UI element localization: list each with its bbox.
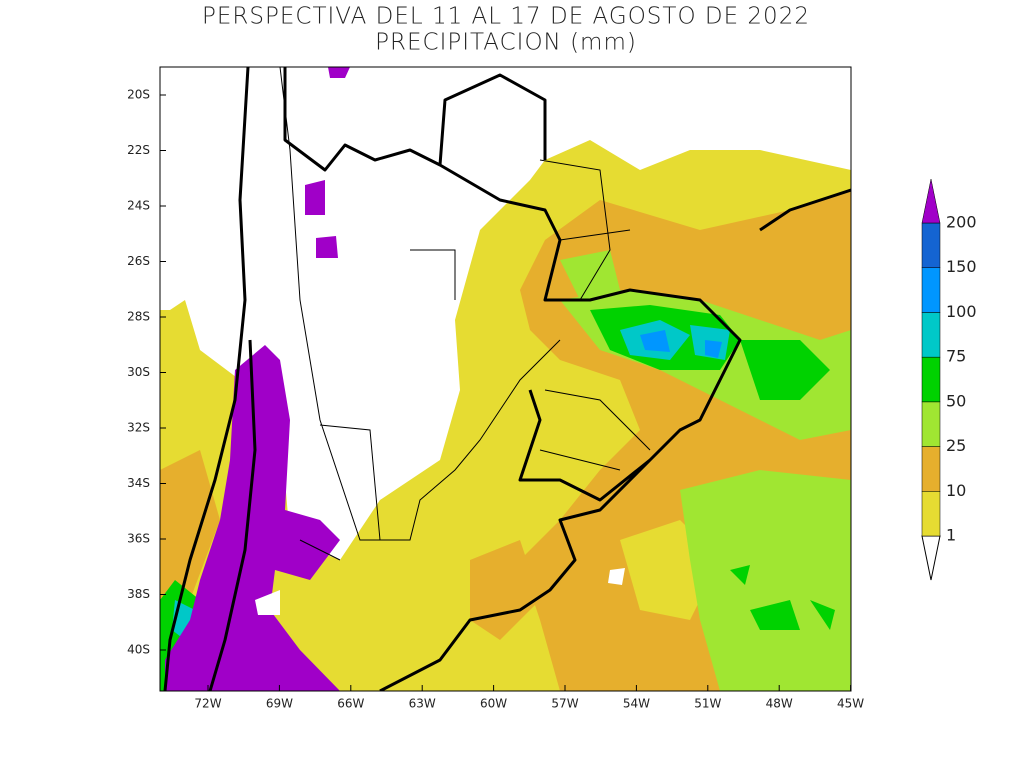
lat-label: 22S	[127, 143, 150, 157]
legend-above-arrow	[921, 178, 941, 224]
legend-label: 75	[946, 347, 966, 366]
legend-swatch	[921, 401, 941, 447]
legend-swatch	[921, 491, 941, 537]
lon-label: 66W	[337, 697, 364, 711]
title: PERSPECTIVA DEL 11 AL 17 DE AGOSTO DE 20…	[202, 4, 810, 30]
lon-label: 60W	[480, 697, 507, 711]
lat-label: 26S	[127, 254, 150, 268]
legend-label: 100	[946, 302, 977, 321]
lon-label: 63W	[409, 697, 436, 711]
lon-label: 48W	[766, 697, 793, 711]
legend-below-arrow	[921, 535, 941, 581]
legend-swatch	[921, 356, 941, 403]
legend-label: 150	[946, 257, 977, 276]
legend-label: 25	[946, 436, 966, 455]
lon-label: 72W	[194, 697, 221, 711]
legend-label: 10	[946, 481, 966, 500]
lat-label: 20S	[127, 88, 150, 102]
lat-label: 32S	[127, 421, 150, 435]
lat-label: 24S	[127, 199, 150, 213]
legend	[921, 535, 941, 581]
lon-label: 54W	[623, 697, 650, 711]
lon-label: 57W	[551, 697, 578, 711]
map-frame	[159, 66, 852, 692]
subtitle: PRECIPITACION (mm)	[375, 30, 637, 56]
legend-swatch	[921, 446, 941, 492]
legend-label: 200	[946, 213, 977, 232]
lon-label: 45W	[837, 697, 864, 711]
legend-swatch	[921, 267, 941, 313]
lon-label: 69W	[266, 697, 293, 711]
lat-label: 38S	[127, 587, 150, 601]
lon-label: 51W	[694, 697, 721, 711]
lat-label: 40S	[127, 643, 150, 657]
legend-swatch	[921, 222, 941, 268]
legend-label: 50	[946, 391, 966, 410]
precip-field	[160, 67, 851, 691]
lat-label: 30S	[127, 365, 150, 379]
legend-swatch	[921, 312, 941, 358]
legend-label: 1	[946, 526, 956, 545]
lat-label: 34S	[127, 476, 150, 490]
lat-label: 28S	[127, 310, 150, 324]
lat-label: 36S	[127, 532, 150, 546]
